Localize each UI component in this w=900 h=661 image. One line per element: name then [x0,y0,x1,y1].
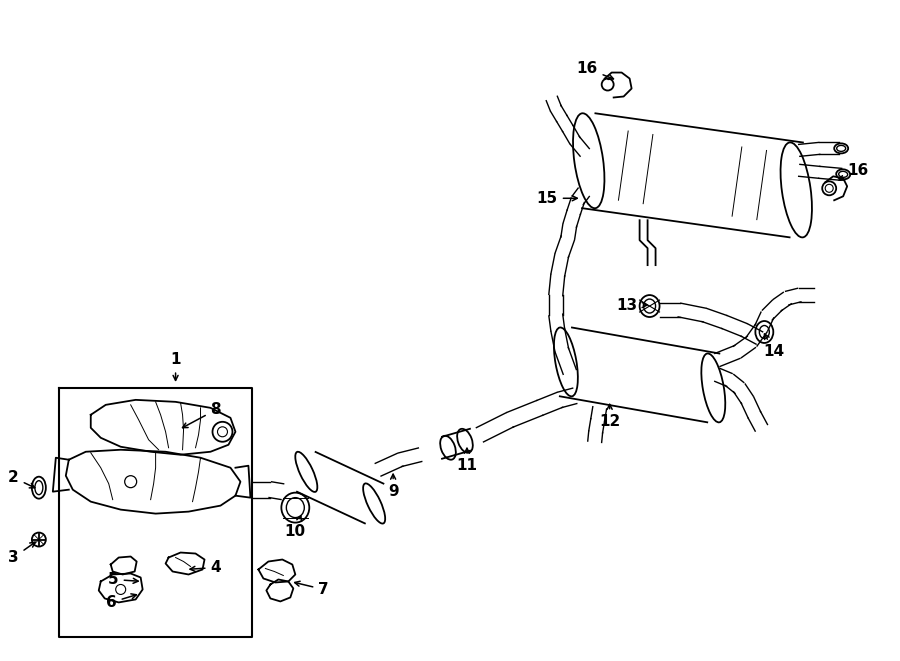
Text: 16: 16 [576,61,614,79]
Text: 6: 6 [106,594,137,610]
Ellipse shape [282,492,310,523]
Text: 13: 13 [616,297,647,313]
Text: 9: 9 [388,474,399,499]
Text: 7: 7 [294,581,328,597]
Text: 3: 3 [8,542,35,565]
Ellipse shape [755,321,773,343]
Text: 14: 14 [764,334,785,360]
Text: 11: 11 [456,448,478,473]
Text: 16: 16 [839,163,868,180]
Ellipse shape [640,295,660,317]
Text: 10: 10 [284,516,306,539]
Text: 2: 2 [8,470,35,488]
Text: 8: 8 [183,403,221,428]
Text: 5: 5 [108,572,139,587]
Text: 12: 12 [599,405,620,429]
Text: 15: 15 [536,191,577,206]
Text: 1: 1 [170,352,181,380]
Text: 4: 4 [190,560,221,575]
